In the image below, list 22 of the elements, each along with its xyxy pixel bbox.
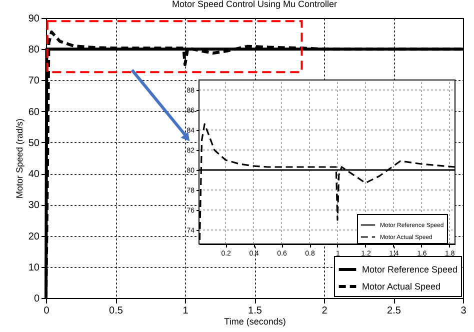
y-axis-title: Motor Speed (rad/s) — [14, 118, 24, 199]
y-tick-label: 0 — [34, 294, 40, 304]
x-tick-label: 1 — [182, 306, 189, 316]
y-tick-label: 50 — [28, 138, 40, 149]
y-tick-label: 80 — [28, 44, 40, 56]
x-tick-label: 3 — [460, 306, 467, 316]
y-tick-label: 60 — [28, 106, 40, 118]
x-tick-label: 1.5 — [248, 306, 262, 316]
chart-title: Motor Speed Control Using Mu Controller — [172, 0, 338, 9]
y-tick-label: 90 — [28, 14, 40, 24]
y-tick-label: 30 — [28, 200, 40, 212]
x-tick-label: 2.5 — [387, 306, 402, 316]
legend-label: Motor Reference Speed — [362, 264, 458, 274]
y-tick-label: 70 — [28, 76, 40, 87]
y-tick-label: 20 — [28, 231, 40, 242]
x-tick-label: 0.5 — [109, 306, 124, 316]
legend-label: Motor Actual Speed — [362, 282, 441, 292]
y-tick-label: 10 — [28, 262, 40, 274]
x-tick-label: 0 — [44, 306, 50, 316]
x-axis-title: Time (seconds) — [224, 316, 286, 326]
y-tick-label: 40 — [28, 169, 40, 180]
x-tick-label: 2 — [322, 306, 328, 316]
